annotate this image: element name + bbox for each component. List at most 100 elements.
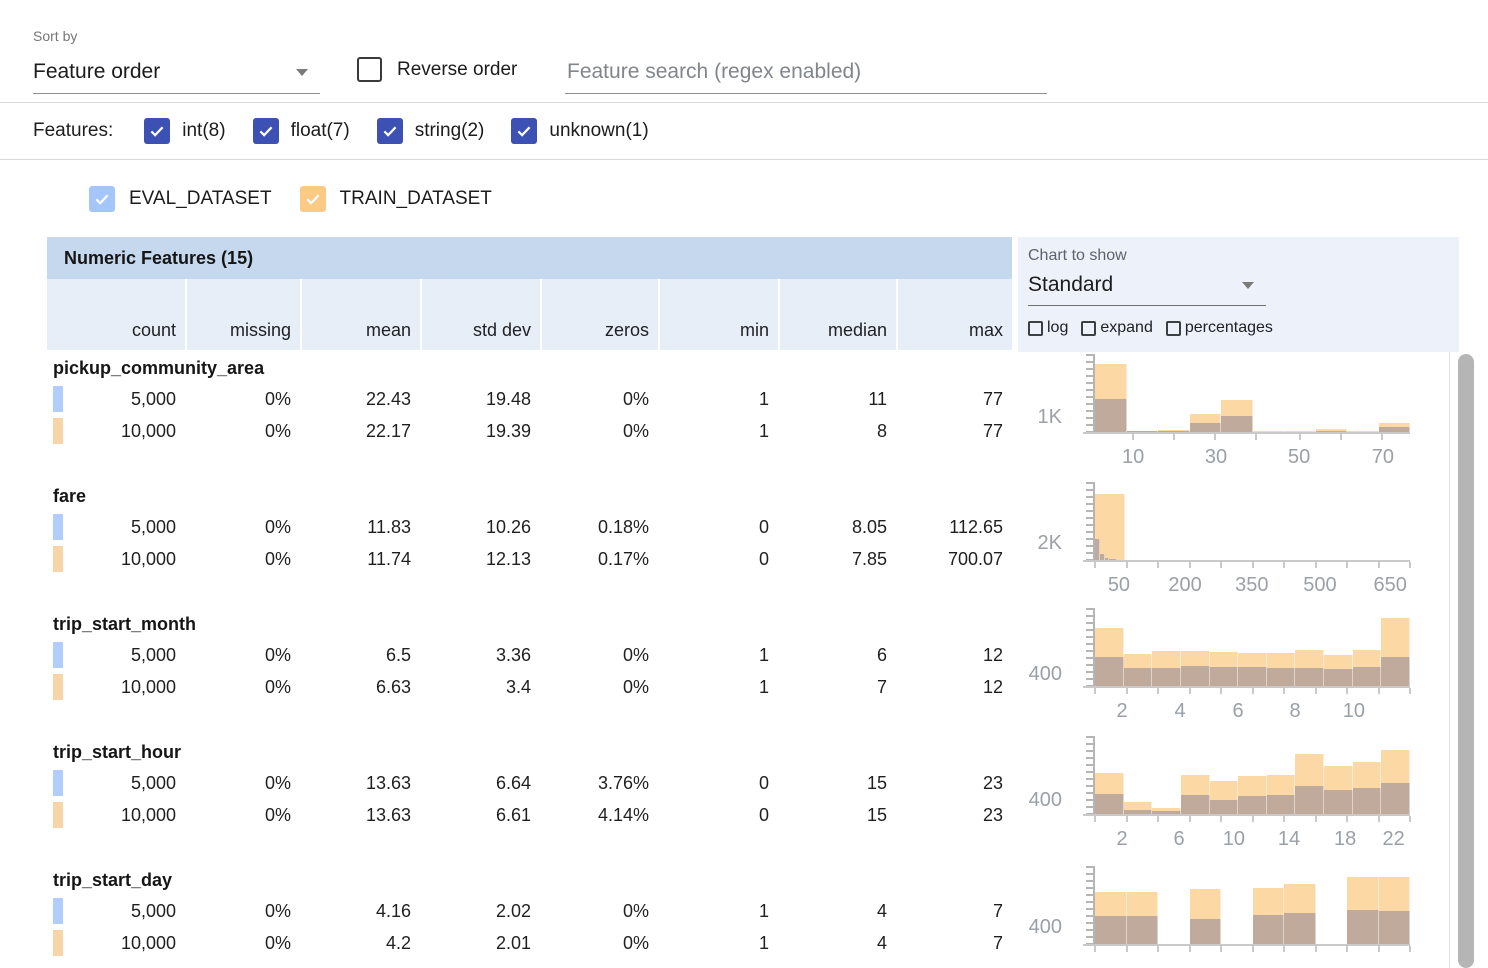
x-axis-tick <box>1377 946 1380 952</box>
table-title: Numeric Features (15) <box>47 237 1012 279</box>
overlap-bar <box>1152 811 1181 814</box>
eval-swatch <box>53 642 63 668</box>
x-axis-tick-label: 50 <box>1107 574 1131 596</box>
check-icon <box>150 126 164 137</box>
checkbox-int8[interactable] <box>144 118 171 144</box>
checkbox-expand[interactable] <box>1081 320 1097 336</box>
search-input[interactable] <box>565 60 1047 94</box>
chart-option-expand: expand <box>1081 319 1153 337</box>
overlap-bar <box>1209 667 1239 686</box>
checkbox-eval-dataset[interactable] <box>89 185 115 212</box>
stat-cell: 8 <box>876 421 887 441</box>
overlap-bar <box>1238 667 1267 686</box>
checkbox-unknown1[interactable] <box>511 118 538 144</box>
sort-by-select[interactable]: Feature order <box>33 60 320 94</box>
overlap-bar <box>1295 786 1325 814</box>
overlap-bar <box>1209 800 1239 814</box>
feature-group-trip_start_month: trip_start_month 5,000 0% 6.5 3.36 0% 1 6 12 10,0… <box>47 609 1012 703</box>
x-axis-tick <box>1254 434 1257 440</box>
x-axis-tick <box>1188 816 1191 822</box>
column-header-median: median <box>778 279 896 350</box>
feature-type-filter: float(7) <box>252 118 350 144</box>
stat-cell: 7.85 <box>851 549 887 569</box>
overlap-bar <box>1126 916 1158 944</box>
dataset-toggle-eval: EVAL_DATASET <box>89 185 272 212</box>
chart-type-select[interactable]: Standard <box>1028 273 1266 306</box>
x-axis-tick <box>1377 562 1380 568</box>
stat-cell: 23 <box>982 773 1003 793</box>
stat-cell: 4 <box>876 901 887 921</box>
stat-cell: 0 <box>758 805 769 825</box>
stat-cell: 10,000 <box>120 421 176 441</box>
stat-cell: 15 <box>866 773 887 793</box>
checkbox-percentages[interactable] <box>1165 320 1181 336</box>
x-axis-tick-label: 200 <box>1168 574 1202 596</box>
overlap-bar <box>1381 657 1410 686</box>
stat-cell: 1 <box>758 901 769 921</box>
x-axis-tick-label: 70 <box>1371 446 1395 468</box>
histogram-fare: 2K 50 200 350 500 650 <box>978 482 1414 596</box>
stat-cell: 13.63 <box>365 773 411 793</box>
filter-label: string(2) <box>414 120 485 141</box>
checkbox-train-dataset[interactable] <box>299 185 326 212</box>
checkbox-float7[interactable] <box>252 118 279 144</box>
stat-cell: 5,000 <box>130 773 176 793</box>
overlap-bar <box>1284 913 1316 944</box>
chart-options: log expand percentages <box>1028 319 1459 337</box>
stat-cell: 0% <box>622 389 649 409</box>
column-header-missing: missing <box>185 279 300 350</box>
y-axis-label: 1K <box>1037 406 1062 428</box>
x-axis-tick <box>1157 688 1159 694</box>
reverse-order-checkbox[interactable] <box>357 57 382 82</box>
checkbox-log[interactable] <box>1028 320 1043 336</box>
stat-cell: 0% <box>264 389 291 409</box>
stat-cell: 1 <box>758 421 769 441</box>
column-header-min: min <box>658 279 778 350</box>
eval-swatch <box>53 770 63 796</box>
x-axis-tick <box>1094 946 1096 952</box>
overlap-bar <box>1266 795 1296 814</box>
x-axis <box>1083 944 1410 946</box>
stat-cell: 10,000 <box>120 549 176 569</box>
stat-cell: 0% <box>264 645 291 665</box>
x-axis-tick <box>1283 562 1285 568</box>
check-icon <box>306 193 319 205</box>
overlap-bar <box>1109 559 1118 560</box>
overlap-bar <box>1095 539 1101 560</box>
stat-cell: 1 <box>758 933 769 953</box>
x-axis-tick-label: 350 <box>1235 574 1269 596</box>
chart-option-log: log <box>1028 319 1068 337</box>
stat-cell: 22.17 <box>365 421 411 441</box>
x-axis-tick-label: 30 <box>1204 446 1228 468</box>
stat-cell: 3.36 <box>495 645 531 665</box>
overlap-bar <box>1221 416 1253 432</box>
feature-name: trip_start_month <box>53 614 197 634</box>
x-axis-tick <box>1314 562 1317 568</box>
stat-cell: 12.13 <box>485 549 531 569</box>
x-axis-tick <box>1298 434 1301 440</box>
checkbox-string2[interactable] <box>376 118 403 144</box>
dataset-label: TRAIN_DATASET <box>339 187 492 209</box>
stat-cell: 112.65 <box>949 517 1003 537</box>
x-axis <box>1083 432 1410 434</box>
chart-controls-panel: Chart to show Standard log expand percenta… <box>1018 237 1459 352</box>
stat-cell: 0% <box>264 933 291 953</box>
overlap-bar <box>1100 554 1106 560</box>
features-label: Features: <box>33 120 114 141</box>
eval-swatch <box>53 898 63 924</box>
x-axis-tick <box>1346 816 1348 822</box>
y-axis-ticks <box>1086 354 1093 432</box>
x-axis-tick-label: 22 <box>1382 828 1405 850</box>
vertical-scrollbar-thumb[interactable] <box>1458 354 1474 968</box>
chevron-down-icon <box>1242 281 1254 289</box>
x-axis-tick <box>1314 946 1317 952</box>
x-axis-tick <box>1094 816 1096 822</box>
column-header-count: count <box>131 320 176 340</box>
stat-cell: 4.14% <box>597 805 649 825</box>
column-header-mean: mean <box>300 279 420 350</box>
x-axis-tick-label: 2 <box>1116 828 1128 850</box>
train-swatch <box>53 546 63 572</box>
overlap-bar <box>1295 668 1325 686</box>
stat-cell: 13.63 <box>365 805 411 825</box>
check-icon <box>259 126 273 137</box>
